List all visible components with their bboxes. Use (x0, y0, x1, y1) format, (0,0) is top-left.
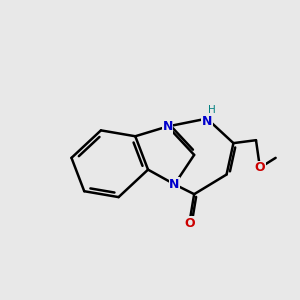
Text: H: H (208, 105, 216, 115)
Text: N: N (202, 115, 212, 128)
Text: N: N (163, 120, 173, 133)
Text: N: N (169, 178, 180, 191)
Text: O: O (184, 217, 195, 230)
Text: O: O (255, 161, 265, 174)
